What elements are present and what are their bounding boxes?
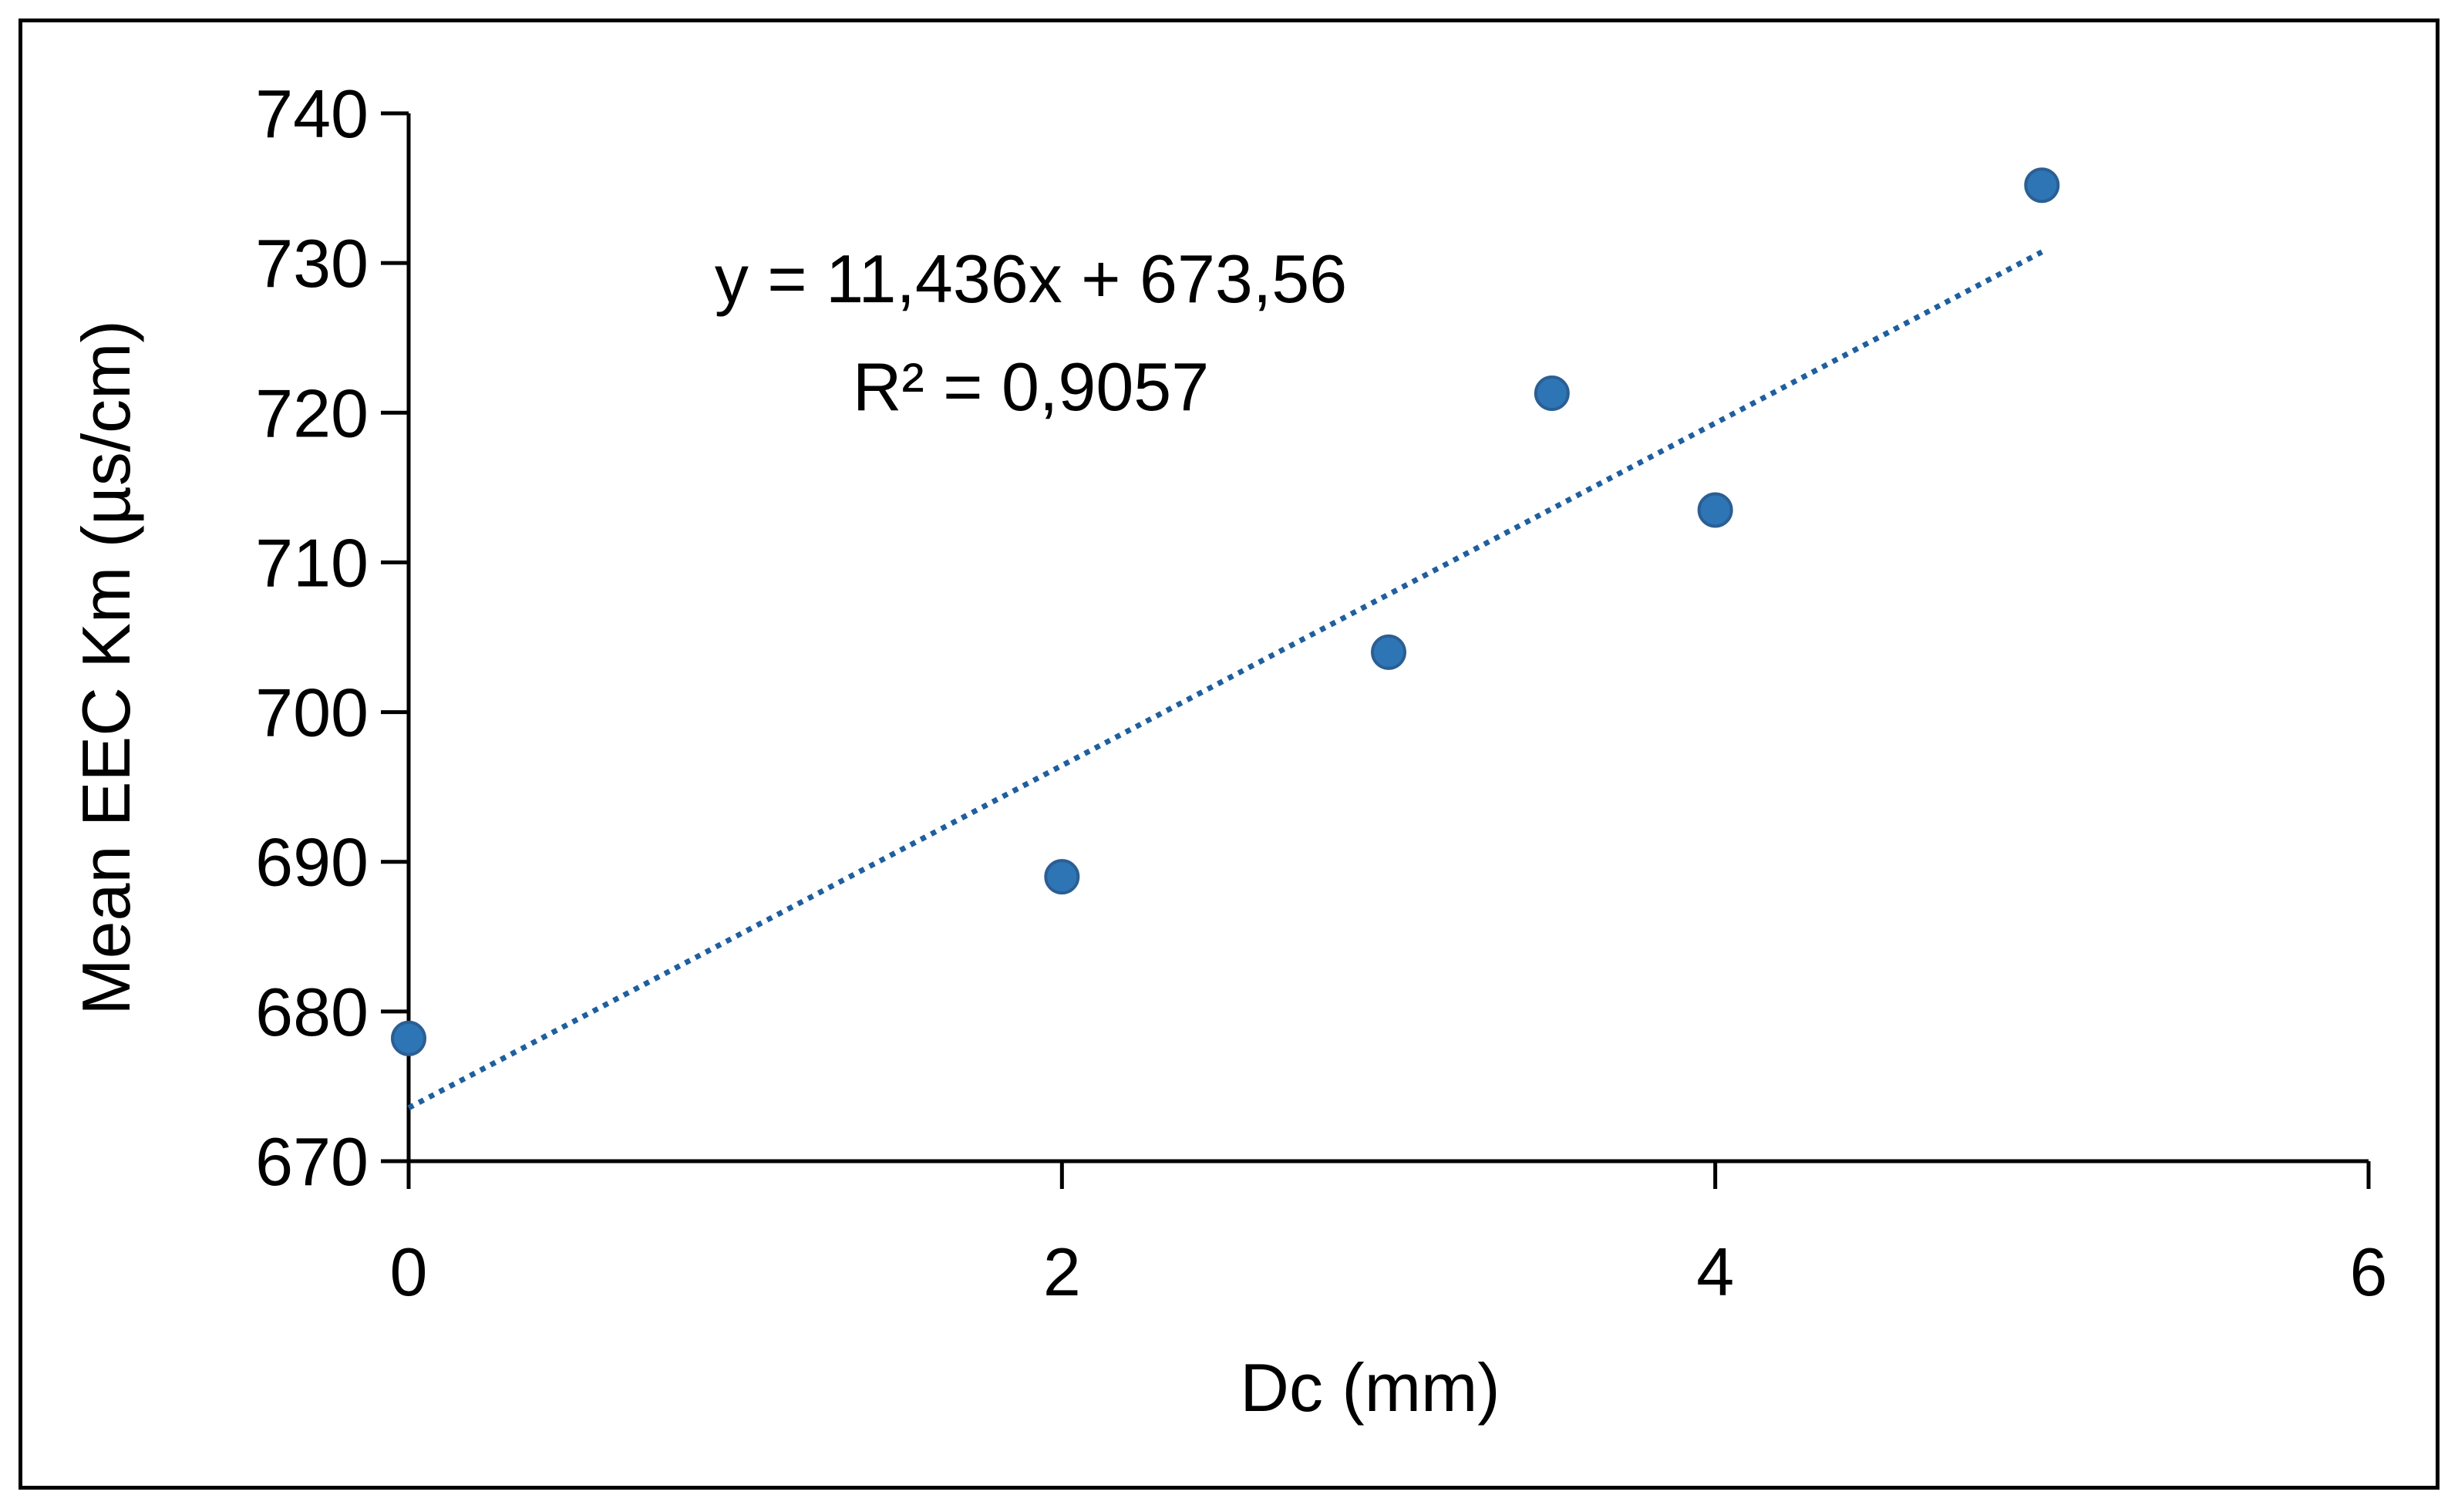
data-point: [1534, 375, 1570, 412]
data-point: [2024, 167, 2060, 204]
y-tick-label: 710: [255, 524, 369, 601]
data-point: [391, 1020, 426, 1056]
r-squared-label: R² = 0,9057: [853, 349, 1209, 425]
trendline: [407, 249, 2043, 1110]
x-tick-label: 0: [390, 1234, 428, 1310]
data-point: [1371, 634, 1406, 670]
x-axis-title: Dc (mm): [1240, 1349, 1500, 1426]
data-point: [1697, 492, 1733, 528]
chart-frame: [19, 19, 2439, 1490]
labels: y = 11,436x + 673,56 R² = 0,9057 Dc (mm)…: [68, 241, 1500, 1426]
x-tick-label: 6: [2350, 1234, 2388, 1310]
y-tick-label: 720: [255, 375, 369, 451]
y-tick-label: 680: [255, 974, 369, 1050]
x-tick-label: 4: [1696, 1234, 1734, 1310]
trendline-layer: [407, 249, 2043, 1110]
trendline-equation: y = 11,436x + 673,56: [715, 241, 1347, 317]
axes: 670 680 690 700 710 720 730 740 0 2 4 6: [255, 76, 2387, 1310]
x-tick-label: 2: [1043, 1234, 1081, 1310]
data-points: [391, 167, 2060, 1056]
y-tick-label: 700: [255, 675, 369, 751]
y-tick-label: 670: [255, 1123, 369, 1200]
data-point: [1044, 859, 1080, 895]
y-axis-title: Mean EEC Km (µs/cm): [68, 320, 144, 1015]
y-tick-label: 730: [255, 225, 369, 301]
y-tick-label: 740: [255, 76, 369, 152]
y-tick-label: 690: [255, 824, 369, 901]
